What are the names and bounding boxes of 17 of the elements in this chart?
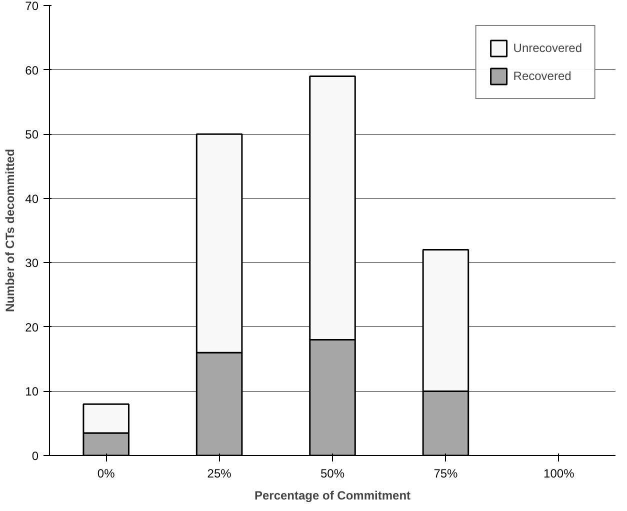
- y-axis-title: Number of CTs decommitted: [3, 148, 18, 312]
- x-tick-label: 100%: [544, 466, 575, 480]
- y-tick-label: 40: [25, 192, 39, 206]
- y-tick-label: 30: [25, 256, 39, 270]
- legend-label: Recovered: [513, 69, 572, 83]
- y-tick-label: 50: [25, 128, 39, 142]
- y-tick-label: 10: [25, 384, 39, 399]
- y-tick-label: 20: [25, 320, 39, 334]
- x-tick-label: 50%: [320, 466, 345, 480]
- legend-label: Unrecovered: [513, 41, 582, 55]
- y-tick-label: 0: [32, 449, 39, 463]
- x-tick-label: 25%: [207, 466, 232, 480]
- x-tick-label: 0%: [97, 466, 116, 480]
- y-tick-label: 60: [25, 63, 39, 78]
- x-tick-label: 75%: [434, 466, 458, 480]
- y-tick-label: 70: [25, 0, 39, 13]
- x-axis-title: Percentage of Commitment: [254, 488, 411, 502]
